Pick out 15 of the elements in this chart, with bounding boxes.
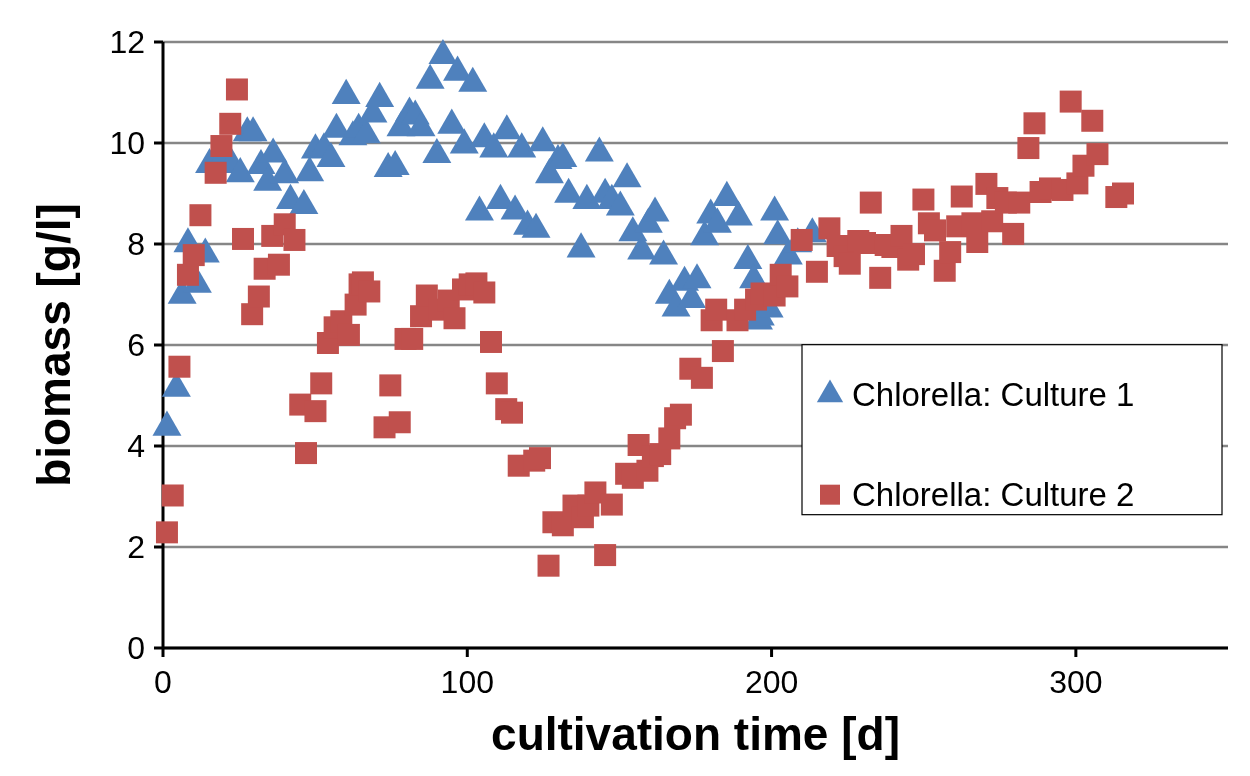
y-tick-label: 2 xyxy=(127,529,145,566)
x-tick-label: 300 xyxy=(1049,664,1103,700)
x-tick-label: 200 xyxy=(744,664,799,700)
y-tick-label: 10 xyxy=(109,125,145,162)
x-axis-title: cultivation time [d] xyxy=(491,708,900,760)
legend-label: Chlorella: Culture 2 xyxy=(852,476,1135,514)
y-tick-label: 6 xyxy=(127,327,145,364)
x-tick-label: 100 xyxy=(440,664,494,700)
y-tick-label: 12 xyxy=(109,24,145,61)
y-tick-label: 4 xyxy=(127,428,145,465)
y-axis-title: biomass [g/l] xyxy=(28,203,80,487)
legend-label: Chlorella: Culture 1 xyxy=(852,376,1135,414)
x-tick-label: 0 xyxy=(154,664,172,700)
y-tick-label: 0 xyxy=(127,630,145,667)
y-tick-label: 8 xyxy=(127,226,145,263)
